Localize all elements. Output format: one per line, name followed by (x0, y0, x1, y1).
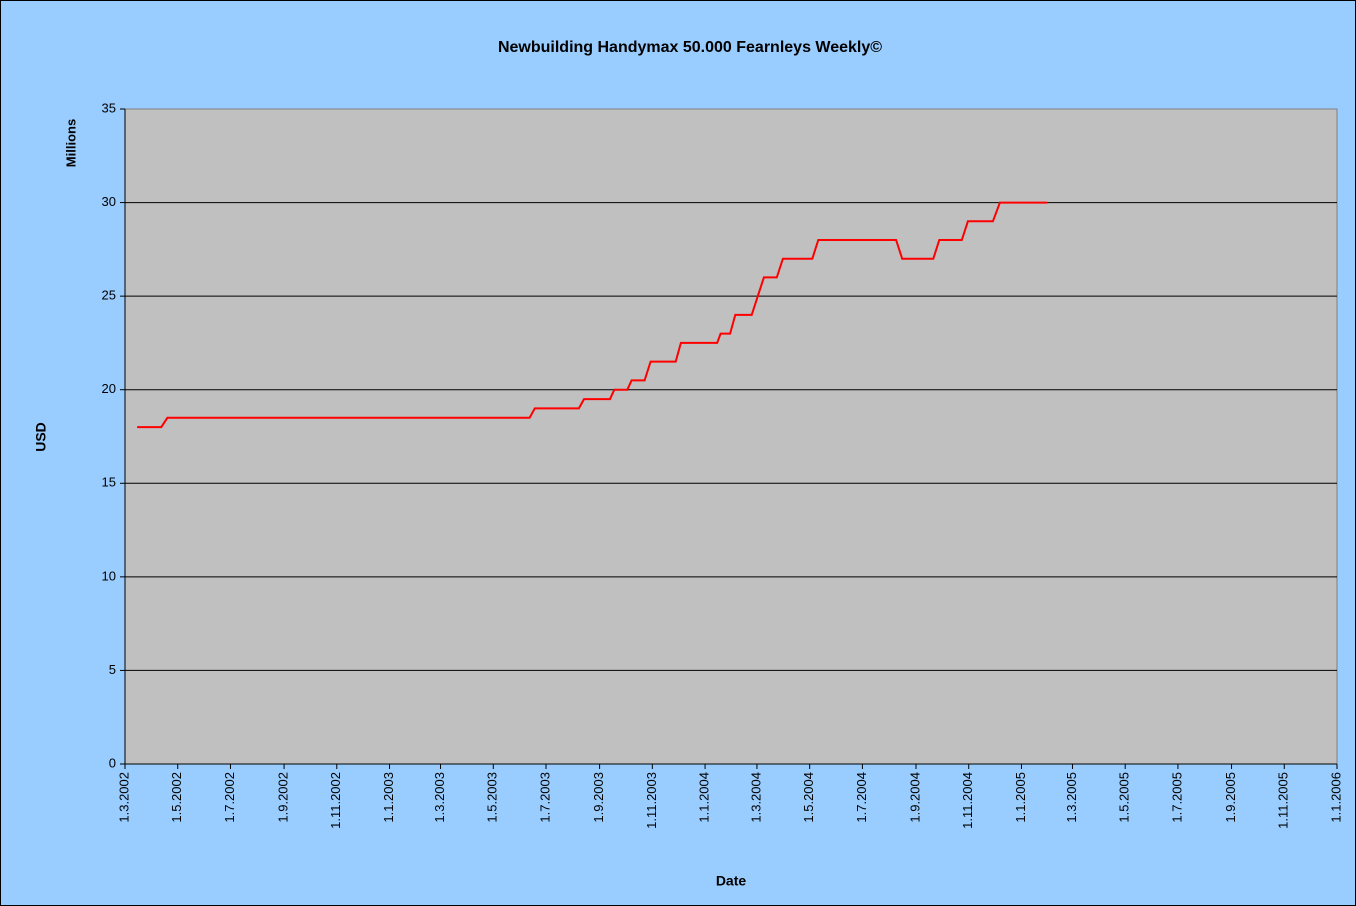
x-tick-label: 1.3.2002 (116, 772, 131, 823)
y-tick-label: 25 (102, 288, 116, 303)
x-tick-label: 1.3.2005 (1064, 772, 1079, 823)
x-tick-label: 1.1.2003 (381, 772, 396, 823)
x-tick-label: 1.7.2005 (1169, 772, 1184, 823)
data-line (137, 201, 1048, 429)
x-tick-label: 1.11.2005 (1276, 772, 1291, 829)
y-axis-label: USD (33, 422, 49, 452)
y-tick-label: 15 (102, 475, 116, 490)
x-tick-label: 1.9.2004 (907, 772, 922, 823)
x-tick-label: 1.1.2005 (1013, 772, 1028, 823)
x-tick-label: 1.11.2003 (644, 772, 659, 829)
x-tick-label: 1.1.2006 (1328, 772, 1343, 823)
x-tick-label: 1.7.2003 (537, 772, 552, 823)
x-tick-label: 1.7.2004 (854, 772, 869, 823)
x-tick-label: 1.5.2005 (1117, 772, 1132, 823)
y-tick-label: 10 (102, 568, 116, 583)
y-tick-label: 0 (109, 755, 116, 770)
x-tick-label: 1.11.2002 (328, 772, 343, 829)
y-unit-label: Millions (63, 119, 78, 167)
x-tick-label: 1.9.2003 (591, 772, 606, 823)
y-tick-label: 35 (102, 100, 116, 115)
chart-title: Newbuilding Handymax 50.000 Fearnleys We… (498, 39, 882, 56)
y-tick-label: 5 (109, 662, 116, 677)
x-tick-label: 1.11.2004 (960, 772, 975, 829)
x-tick-label: 1.3.2003 (432, 772, 447, 823)
plot-area (124, 108, 1338, 765)
x-tick-label: 1.5.2004 (801, 772, 816, 823)
x-tick-label: 1.9.2005 (1223, 772, 1238, 823)
x-tick-label: 1.3.2004 (748, 772, 763, 823)
x-tick-label: 1.5.2003 (485, 772, 500, 823)
x-tick-label: 1.1.2004 (697, 772, 712, 823)
y-tick-label: 30 (102, 194, 116, 209)
x-axis-label: Date (716, 873, 747, 889)
y-tick-label: 20 (102, 381, 116, 396)
x-tick-label: 1.5.2002 (169, 772, 184, 823)
x-tick-label: 1.9.2002 (276, 772, 291, 823)
x-tick-label: 1.7.2002 (222, 772, 237, 823)
